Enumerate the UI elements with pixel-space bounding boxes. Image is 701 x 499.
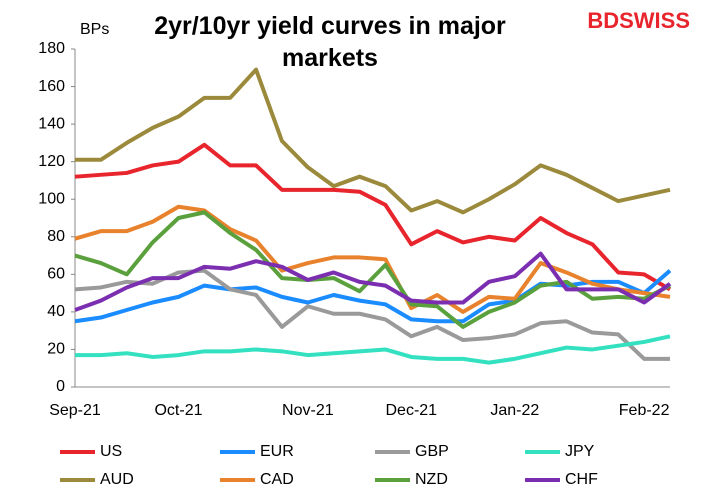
series-line xyxy=(75,334,671,365)
x-tick-label: Oct-21 xyxy=(154,402,202,419)
y-tick-label: 80 xyxy=(47,228,65,245)
x-tick-label: Dec-21 xyxy=(386,402,438,419)
legend-label: CAD xyxy=(260,471,294,488)
legend-label: JPY xyxy=(565,443,595,460)
legend-label: AUD xyxy=(100,471,134,488)
x-tick-label: Jan-22 xyxy=(490,402,539,419)
y-tick-label: 0 xyxy=(56,378,65,395)
y-tick-label: 60 xyxy=(47,266,65,283)
legend-label: NZD xyxy=(415,471,448,488)
y-tick-label: 20 xyxy=(47,341,65,358)
series-line xyxy=(74,142,672,292)
series-line xyxy=(74,210,671,329)
logo: BDSWISS xyxy=(587,8,690,33)
legend-label: CHF xyxy=(565,471,598,488)
legend-label: GBP xyxy=(415,443,449,460)
x-tick-label: Feb-22 xyxy=(619,402,670,419)
y-tick-label: 100 xyxy=(38,190,65,207)
legend-label: EUR xyxy=(260,443,294,460)
y-tick-label: 140 xyxy=(38,115,65,132)
series-line xyxy=(74,251,672,312)
series-line xyxy=(74,204,671,314)
y-tick-label: 40 xyxy=(47,303,65,320)
x-tick-label: Nov-21 xyxy=(282,402,334,419)
series-line xyxy=(74,268,670,361)
y-tick-label: 160 xyxy=(38,78,65,95)
series-line xyxy=(75,67,671,215)
chart-title: 2yr/10yr yield curves in major markets xyxy=(154,12,506,72)
legend-label: US xyxy=(100,443,122,460)
y-axis-label: BPs xyxy=(80,21,109,38)
x-tick-label: Sep-21 xyxy=(49,402,101,419)
y-tick-label: 180 xyxy=(38,40,65,57)
y-tick-label: 120 xyxy=(38,153,65,170)
